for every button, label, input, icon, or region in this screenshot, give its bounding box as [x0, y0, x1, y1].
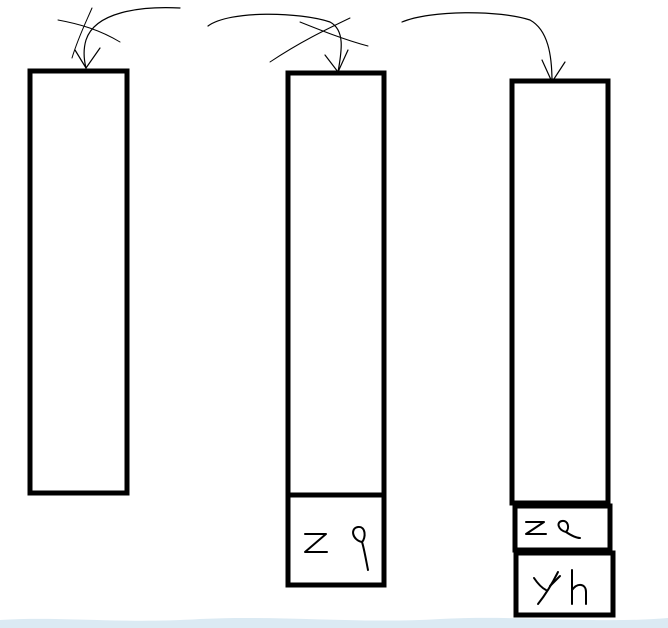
stack-box-3-2 [513, 550, 616, 618]
stack-box-2-1 [285, 492, 387, 588]
arrowhead-2 [324, 49, 349, 74]
incoming-arrow-3 [401, 12, 553, 83]
column-bar-2 [285, 70, 387, 498]
stack-label-3-1-glyphs [525, 519, 581, 539]
column-2: z q [207, 13, 387, 588]
stack-label-2-1-glyphs [304, 525, 369, 571]
column-bar-3 [509, 78, 611, 506]
incoming-arrow-1 [83, 7, 181, 69]
cross-out-mark-1 [57, 7, 121, 59]
cross-out-mark-2 [269, 17, 369, 63]
bottom-edge-strip [0, 617, 668, 628]
column-3: z q y h [401, 12, 616, 618]
arrowhead-1 [74, 47, 101, 70]
stack-label-3-2-glyphs [533, 569, 587, 605]
column-bar-1 [27, 68, 130, 496]
stack-box-3-1 [512, 503, 613, 553]
column-1 [27, 7, 181, 496]
incoming-arrow-2 [207, 13, 342, 73]
